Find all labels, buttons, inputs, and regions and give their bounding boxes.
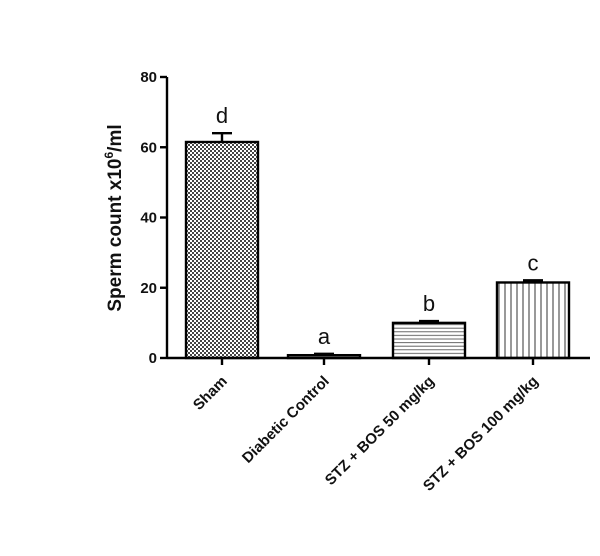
significance-label: b: [423, 291, 435, 316]
significance-label: d: [216, 103, 228, 128]
y-tick-label: 40: [140, 210, 157, 227]
category-label: STZ + BOS 100 mg/kg: [420, 373, 542, 495]
bar: [391, 321, 467, 360]
significance-label: a: [318, 324, 331, 349]
category-label: Sham: [190, 373, 231, 414]
category-label: Diabetic Control: [239, 373, 333, 467]
y-axis-label-unit: /ml: [105, 124, 126, 151]
significance-label: c: [528, 250, 539, 275]
y-axis-label-superscript: 6: [102, 152, 116, 159]
category-label: STZ + BOS 50 mg/kg: [322, 373, 438, 489]
y-tick-label: 80: [140, 69, 157, 86]
y-tick-label: 60: [140, 139, 157, 156]
bar: [495, 281, 571, 360]
y-axis-label: Sperm count x106/ml: [102, 124, 126, 311]
y-tick-label: 20: [140, 280, 157, 297]
y-tick-label: 0: [149, 350, 157, 367]
bar: [184, 140, 260, 360]
